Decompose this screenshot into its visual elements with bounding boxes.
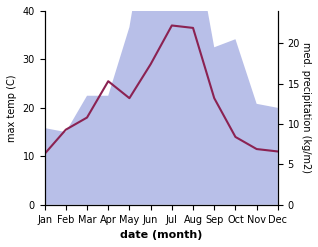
Y-axis label: max temp (C): max temp (C) [7,74,17,142]
Y-axis label: med. precipitation (kg/m2): med. precipitation (kg/m2) [301,42,311,173]
X-axis label: date (month): date (month) [120,230,203,240]
